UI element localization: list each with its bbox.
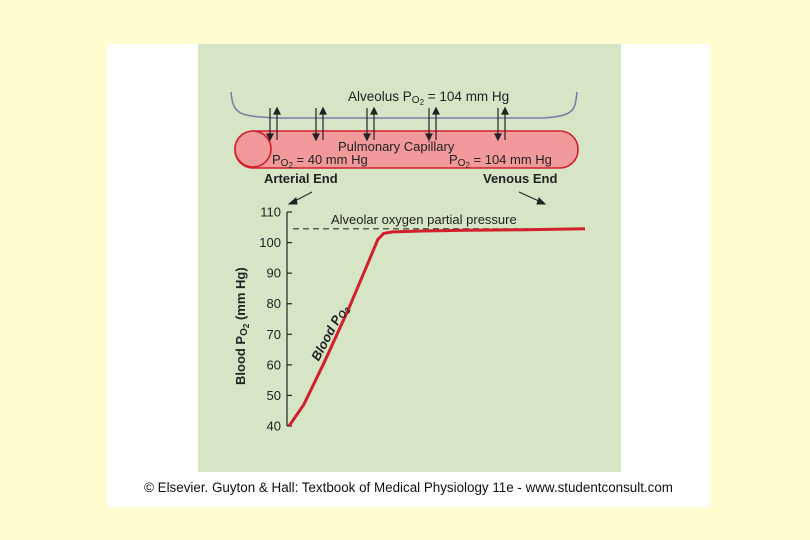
- capillary-right-po2: PO2 = 104 mm Hg: [449, 152, 552, 170]
- y-axis-ticks: 110 100 90 80 70 60 50 40: [259, 205, 292, 434]
- slide: Alveolus PO2 = 104 mm Hg Pulmonary Capil…: [107, 44, 710, 507]
- blood-po2-curve: [287, 227, 586, 427]
- arterial-end-label: Arterial End: [264, 171, 338, 186]
- diffusion-arrow-pair: [363, 106, 378, 142]
- diffusion-arrow-pair: [494, 106, 509, 142]
- reference-line-label: Alveolar oxygen partial pressure: [331, 212, 517, 227]
- venous-end-label: Venous End: [483, 171, 557, 186]
- y-tick-label: 100: [259, 235, 281, 250]
- diffusion-arrow-pair: [266, 106, 281, 142]
- diffusion-arrow-pair: [312, 106, 327, 142]
- figure-panel: [198, 44, 621, 472]
- y-axis-label: Blood PO2 (mm Hg): [233, 267, 251, 385]
- end-pointer-arrows: [287, 191, 547, 205]
- venous-end-arrow: [518, 191, 542, 203]
- y-tick-label: 50: [267, 388, 281, 403]
- curve-label: Blood PO2: [308, 302, 353, 365]
- copyright-caption: © Elsevier. Guyton & Hall: Textbook of M…: [144, 480, 673, 495]
- alveolus-label: Alveolus PO2 = 104 mm Hg: [348, 89, 509, 107]
- y-tick-label: 70: [267, 327, 281, 342]
- diffusion-arrow-pair: [425, 106, 440, 142]
- capillary-left-po2: PO2 = 40 mm Hg: [272, 152, 368, 170]
- capillary-end-cap: [234, 130, 272, 168]
- oxygen-diffusion-figure: Alveolus PO2 = 104 mm Hg Pulmonary Capil…: [230, 89, 586, 434]
- y-tick-label: 80: [267, 296, 281, 311]
- diffusion-arrows: [266, 106, 509, 142]
- capillary-label: Pulmonary Capillary: [338, 139, 455, 154]
- y-tick-label: 60: [267, 357, 281, 372]
- y-tick-label: 110: [260, 205, 281, 220]
- y-tick-label: 90: [267, 266, 281, 281]
- blood-po2-chart: 110 100 90 80 70 60 50 40 Alveolar oxygen parti…: [233, 205, 586, 434]
- y-tick-label: 40: [267, 419, 281, 434]
